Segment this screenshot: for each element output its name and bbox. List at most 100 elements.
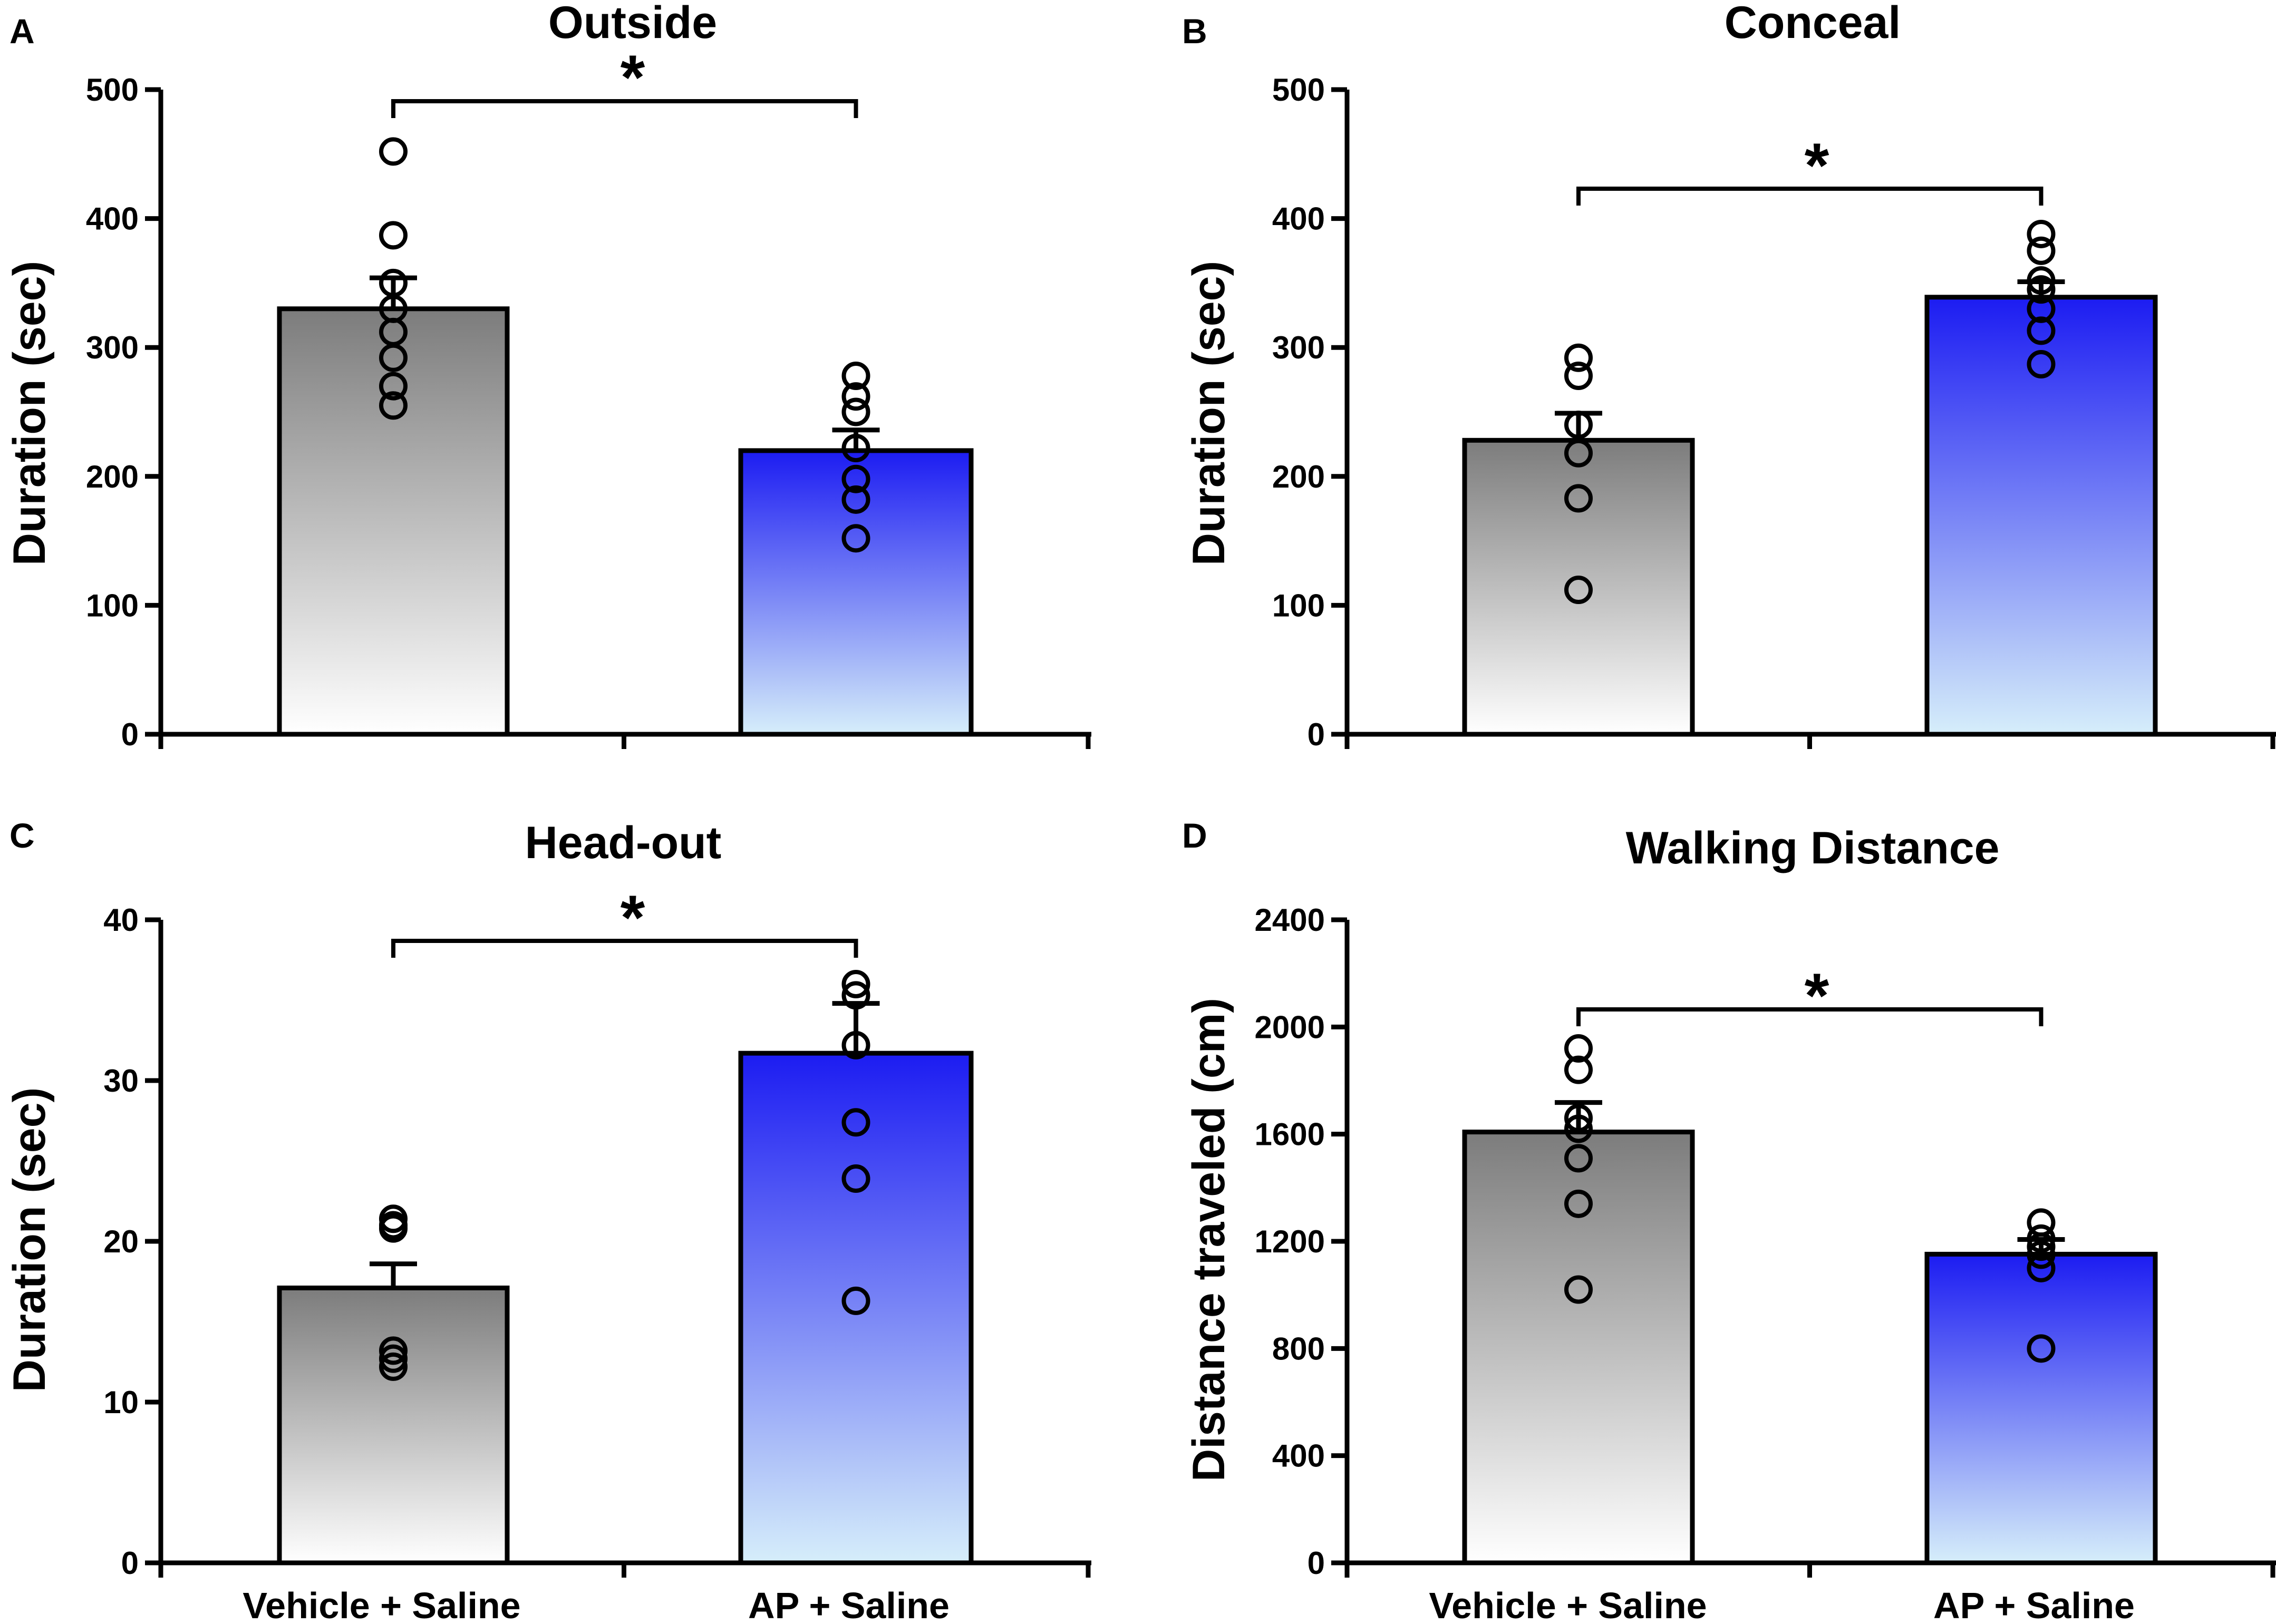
data-point — [841, 1286, 870, 1315]
data-point — [379, 1214, 408, 1243]
data-point — [841, 485, 870, 514]
y-tick-label: 1600 — [1255, 1117, 1325, 1152]
category-label: Vehicle + Saline — [243, 1585, 520, 1624]
y-tick-label: 400 — [1272, 1438, 1325, 1474]
panel-a: A Outside Duration (sec) 0 100 200 300 400 50… — [4, 0, 1091, 752]
data-point — [841, 981, 870, 1010]
y-tick-label: 200 — [86, 459, 139, 494]
marks — [1331, 87, 2276, 749]
data-point — [2027, 316, 2056, 345]
y-tick-label: 800 — [1272, 1331, 1325, 1366]
y-tick-label: 0 — [1308, 717, 1325, 752]
panel-title: Conceal — [1725, 0, 1901, 48]
bar — [1924, 295, 2158, 737]
y-tick-labels: 0 100 200 300 400 500 — [86, 72, 139, 752]
data-point — [2027, 294, 2056, 323]
data-point — [841, 397, 870, 426]
panel-title: Outside — [548, 0, 717, 48]
significance-bracket — [1576, 187, 2043, 206]
panel-letter: C — [9, 816, 35, 855]
significance-bracket — [391, 99, 858, 118]
y-axis-title: Duration (sec) — [1184, 261, 1234, 566]
y-tick-labels: 0 100 200 300 400 500 — [1272, 72, 1325, 752]
data-point — [1564, 343, 1593, 372]
y-tick-labels: 0 400 800 1200 1600 2000 2400 — [1255, 902, 1325, 1581]
significance-star: * — [1805, 130, 1829, 201]
data-point — [1564, 362, 1593, 391]
data-point — [841, 524, 870, 553]
panel-c: C Head-out Duration (sec) 0 10 20 30 40 * Ve… — [4, 816, 1091, 1624]
significance-bracket — [391, 939, 858, 958]
y-axis-title: Duration (sec) — [4, 1087, 55, 1392]
y-tick-label: 2000 — [1255, 1009, 1325, 1045]
data-point — [1564, 1275, 1593, 1304]
data-point — [1564, 1034, 1593, 1063]
significance-star: * — [621, 882, 645, 953]
data-point — [1564, 1114, 1593, 1143]
y-tick-label: 0 — [121, 1545, 139, 1581]
significance-star: * — [1805, 960, 1829, 1031]
bar — [738, 448, 974, 737]
data-point — [379, 343, 408, 372]
data-point — [1564, 410, 1593, 439]
category-label: AP + Saline — [748, 1585, 950, 1624]
panel-title: Head-out — [525, 818, 722, 868]
category-label: AP + Saline — [1933, 1585, 2135, 1624]
bar — [1462, 1130, 1695, 1565]
data-point — [379, 137, 408, 166]
y-tick-label: 400 — [86, 201, 139, 237]
panel-letter: A — [9, 12, 35, 51]
marks — [1331, 917, 2276, 1578]
y-tick-label: 500 — [86, 72, 139, 108]
data-point — [2027, 1253, 2056, 1282]
bar — [277, 306, 510, 737]
panel-letter: D — [1182, 816, 1207, 855]
data-point — [1564, 576, 1593, 605]
y-tick-label: 40 — [103, 902, 139, 938]
data-point — [2027, 1240, 2056, 1269]
y-tick-label: 30 — [103, 1063, 139, 1098]
data-point — [2027, 266, 2056, 295]
y-tick-label: 300 — [1272, 330, 1325, 365]
data-point — [1564, 439, 1593, 468]
data-point — [841, 970, 870, 998]
y-tick-label: 1200 — [1255, 1224, 1325, 1259]
y-tick-label: 0 — [121, 717, 139, 752]
significance-bracket — [1576, 1007, 2043, 1026]
bar — [738, 1051, 974, 1565]
data-point — [2027, 275, 2056, 304]
y-tick-label: 10 — [103, 1385, 139, 1420]
marks — [145, 87, 1091, 749]
y-tick-label: 400 — [1272, 201, 1325, 237]
bar — [1924, 1251, 2158, 1565]
data-point — [2027, 349, 2056, 378]
data-point — [1564, 1189, 1593, 1218]
data-point — [841, 1108, 870, 1137]
bar — [277, 1285, 510, 1565]
data-point — [841, 464, 870, 493]
panel-b: B Conceal Duration (sec) 0 100 200 300 400 50… — [1182, 0, 2276, 752]
y-tick-label: 20 — [103, 1224, 139, 1259]
data-point — [1564, 1104, 1593, 1133]
data-point — [2027, 236, 2056, 265]
data-point — [2027, 219, 2056, 248]
data-point — [841, 382, 870, 411]
data-point — [379, 1352, 408, 1381]
category-label: Vehicle + Saline — [1429, 1585, 1707, 1624]
data-point — [1564, 1144, 1593, 1173]
y-tick-label: 500 — [1272, 72, 1325, 108]
data-point — [1564, 1055, 1593, 1084]
data-point — [379, 1336, 408, 1365]
data-point — [2027, 1334, 2056, 1363]
y-axis-title: Duration (sec) — [4, 261, 55, 566]
data-point — [379, 391, 408, 420]
significance-star: * — [621, 42, 645, 113]
data-point — [841, 362, 870, 391]
y-tick-label: 100 — [86, 588, 139, 623]
y-tick-label: 300 — [86, 330, 139, 365]
y-axis-title: Distance traveled (cm) — [1184, 998, 1234, 1482]
marks — [145, 917, 1091, 1578]
data-point — [2027, 1224, 2056, 1253]
data-point — [379, 221, 408, 250]
